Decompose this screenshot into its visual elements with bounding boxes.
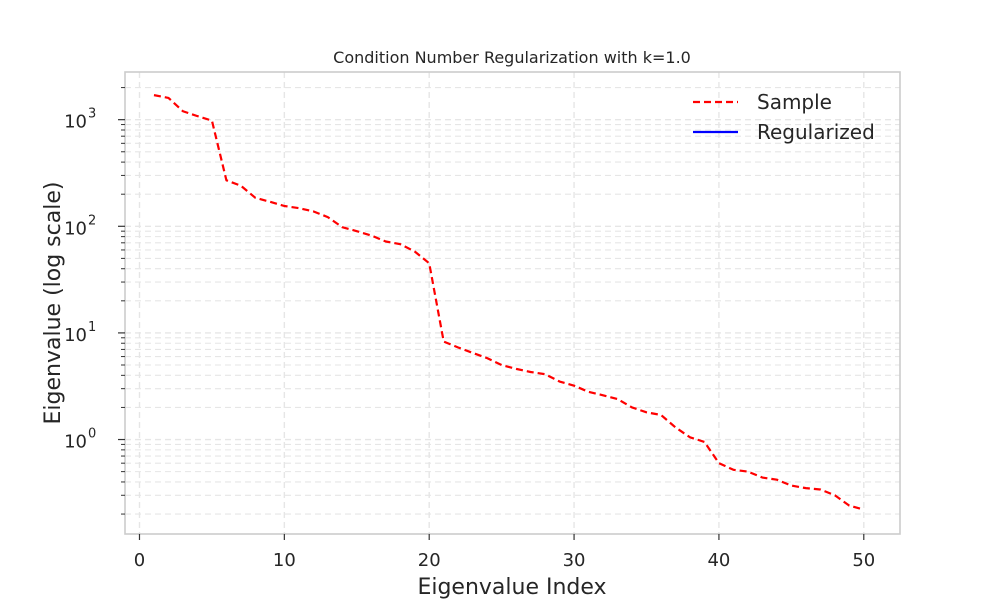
series-line-sample	[153, 94, 865, 511]
x-tick-label: 10	[273, 550, 296, 571]
y-tick-label: 10	[64, 112, 87, 133]
legend: Sample Regularized	[693, 90, 875, 144]
chart-title: Condition Number Regularization with k=1…	[333, 48, 691, 67]
y-tick-exponent: 2	[88, 213, 96, 228]
x-tick-label: 40	[707, 550, 730, 571]
y-tick-label: 10	[64, 432, 87, 453]
y-tick-exponent: 1	[88, 320, 96, 335]
plot-frame	[124, 71, 901, 535]
legend-regularized-label: Regularized	[757, 120, 875, 144]
x-tick-label: 30	[563, 550, 586, 571]
y-tick-exponent: 3	[88, 107, 96, 122]
x-axis-title: Eigenvalue Index	[417, 575, 606, 600]
legend-sample-label: Sample	[757, 90, 832, 114]
series	[153, 94, 865, 511]
y-tick-label: 10	[64, 325, 87, 346]
x-tick-label: 20	[418, 550, 441, 571]
x-tick-label: 0	[134, 550, 145, 571]
y-tick-label: 10	[64, 218, 87, 239]
x-tick-label: 50	[852, 550, 875, 571]
y-axis-title: Eigenvalue (log scale)	[41, 182, 66, 425]
y-tick-exponent: 0	[88, 427, 96, 442]
grid	[125, 72, 900, 534]
